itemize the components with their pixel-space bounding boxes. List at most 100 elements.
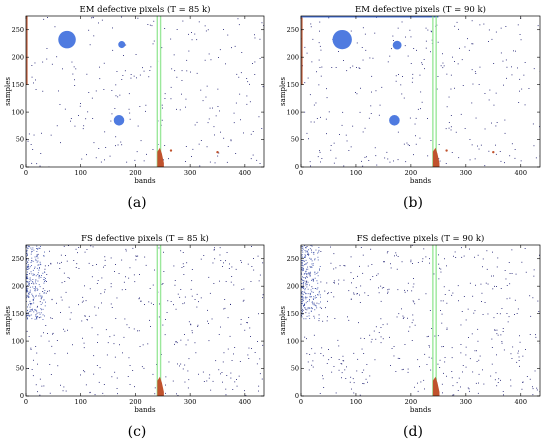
chart-panel-3: FS defective pixels (T = 85 k)0 100 200 300… — [4, 233, 265, 440]
defect-point — [328, 111, 330, 113]
defect-point — [248, 358, 250, 359]
defect-point — [182, 252, 184, 253]
defect-point — [176, 393, 177, 395]
defect-point — [214, 258, 216, 260]
defect-point — [319, 306, 321, 308]
defect-point — [181, 93, 182, 95]
defect-point — [35, 384, 37, 386]
defect-point — [310, 121, 312, 123]
defect-point — [220, 131, 221, 133]
defect-point — [136, 77, 137, 79]
defect-point — [367, 381, 368, 383]
defect-point — [409, 29, 411, 31]
defect-point — [375, 90, 377, 92]
defect-point — [341, 377, 342, 379]
defect-point — [69, 318, 71, 320]
defect-point — [236, 379, 237, 380]
defect-point — [363, 338, 365, 339]
defect-point — [407, 371, 409, 373]
defect-point — [314, 297, 316, 299]
defect-point — [314, 309, 316, 311]
defect-point — [72, 344, 73, 346]
defect-point — [182, 20, 184, 22]
defect-point — [460, 352, 462, 354]
defect-point — [112, 49, 114, 51]
defect-point — [99, 66, 100, 68]
defect-point — [443, 286, 445, 288]
defect-point — [304, 291, 306, 293]
defect-point — [30, 247, 32, 249]
chart-title: EM defective pixels (T = 90 k) — [355, 4, 486, 15]
defect-point — [448, 122, 450, 123]
defect-point — [82, 337, 83, 339]
defect-point — [305, 251, 307, 253]
defect-point — [460, 324, 462, 326]
defect-point — [149, 24, 151, 26]
defect-point — [27, 288, 29, 290]
defect-point — [262, 297, 263, 299]
defect-point — [251, 266, 253, 267]
defect-point — [371, 75, 373, 77]
defect-point — [46, 274, 48, 275]
defect-point — [58, 90, 59, 92]
defect-point — [37, 272, 39, 274]
defect-point — [314, 271, 316, 273]
defect-point — [26, 276, 28, 278]
defect-point — [310, 23, 312, 25]
defect-point — [118, 273, 120, 274]
defect-point — [311, 260, 313, 262]
defect-point — [437, 76, 439, 77]
defect-point — [491, 275, 492, 277]
defect-point — [31, 251, 32, 253]
defect-point — [362, 131, 364, 133]
defect-point — [246, 78, 248, 79]
defect-point — [84, 285, 85, 287]
defect-point — [28, 314, 30, 316]
defect-point — [415, 135, 416, 137]
defect-point — [194, 124, 196, 126]
defect-point — [32, 149, 34, 150]
defect-point — [41, 132, 42, 134]
defect-point — [322, 378, 324, 380]
defect-point — [311, 301, 313, 303]
defect-point — [27, 318, 28, 319]
defect-point — [302, 279, 303, 281]
defect-point — [458, 157, 460, 159]
defect-point — [438, 144, 440, 145]
defect-point — [116, 71, 118, 72]
defect-point — [98, 381, 100, 383]
defect-point — [236, 385, 238, 387]
defect-point — [359, 394, 361, 396]
defect-point — [301, 305, 302, 307]
defect-point — [369, 375, 371, 377]
defect-point — [305, 293, 306, 295]
defect-point — [165, 376, 167, 378]
defect-point — [259, 38, 261, 40]
defect-point — [312, 298, 314, 300]
defect-point — [393, 40, 394, 41]
defect-point — [424, 353, 426, 355]
defect-point — [302, 268, 304, 269]
defect-point — [386, 151, 388, 153]
defect-point — [36, 254, 38, 256]
defect-point — [307, 268, 309, 270]
defect-point — [424, 388, 425, 390]
defect-point — [29, 300, 31, 302]
defect-point — [309, 307, 311, 309]
defect-point — [29, 286, 31, 288]
defect-point — [301, 269, 303, 270]
defect-point — [28, 336, 30, 337]
defect-point — [494, 330, 496, 331]
defect-point — [513, 50, 514, 52]
defect-point — [484, 302, 486, 303]
defect-point — [240, 260, 242, 261]
defect-point — [509, 155, 511, 157]
defect-point — [310, 266, 312, 268]
defect-point — [40, 264, 42, 266]
defect-point — [27, 268, 29, 270]
defect-point — [233, 284, 235, 286]
defect-point — [433, 273, 435, 275]
defect-point — [357, 293, 358, 294]
defect-point — [50, 262, 52, 264]
defect-point — [363, 353, 365, 354]
